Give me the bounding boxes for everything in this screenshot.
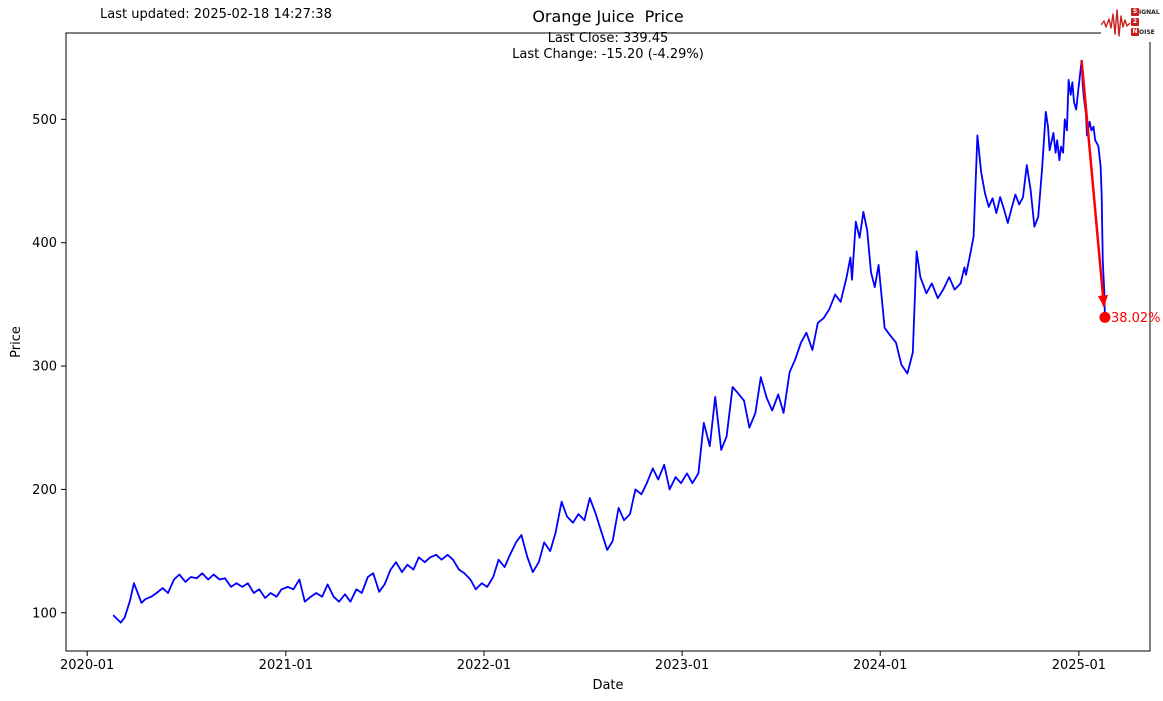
last-price-dot	[1099, 311, 1111, 323]
x-tick-label: 2025-01	[1052, 658, 1106, 673]
price-line	[112, 59, 1106, 624]
y-axis-label: Price	[9, 326, 24, 358]
logo-badge-2: 2	[1131, 18, 1139, 26]
y-tick-label: 300	[32, 360, 57, 375]
x-tick-label: 2020-01	[60, 658, 114, 673]
logo-badge-s: S	[1131, 8, 1139, 16]
logo-row-noise: N OISE	[1131, 28, 1155, 36]
y-tick-label: 100	[32, 606, 57, 621]
logo-row-2: 2	[1131, 18, 1160, 27]
y-tick-label: 400	[32, 236, 57, 251]
x-tick-label: 2021-01	[259, 658, 313, 673]
x-tick-label: 2022-01	[457, 658, 511, 673]
logo-row-signal: S IGNAL	[1131, 8, 1160, 16]
drop-percent-label: 38.02%	[1111, 311, 1161, 326]
waveform-icon	[1101, 9, 1131, 37]
x-tick-label: 2023-01	[655, 658, 709, 673]
y-tick-label: 500	[32, 113, 57, 128]
x-axis-label: Date	[592, 678, 623, 693]
logo-badge-n: N	[1131, 28, 1139, 36]
chart-title: Orange Juice Price	[532, 7, 684, 26]
x-tick-label: 2024-01	[853, 658, 907, 673]
last-updated-text: Last updated: 2025-02-18 14:27:38	[100, 7, 332, 22]
last-close-text: Last Close: 339.45	[547, 31, 669, 46]
signal2noise-logo: S IGNAL 2 N OISE	[1101, 2, 1161, 42]
plot-area	[65, 32, 1151, 652]
drop-arrow	[1080, 60, 1108, 308]
y-tick-label: 200	[32, 483, 57, 498]
last-change-text: Last Change: -15.20 (-4.29%)	[512, 47, 704, 62]
